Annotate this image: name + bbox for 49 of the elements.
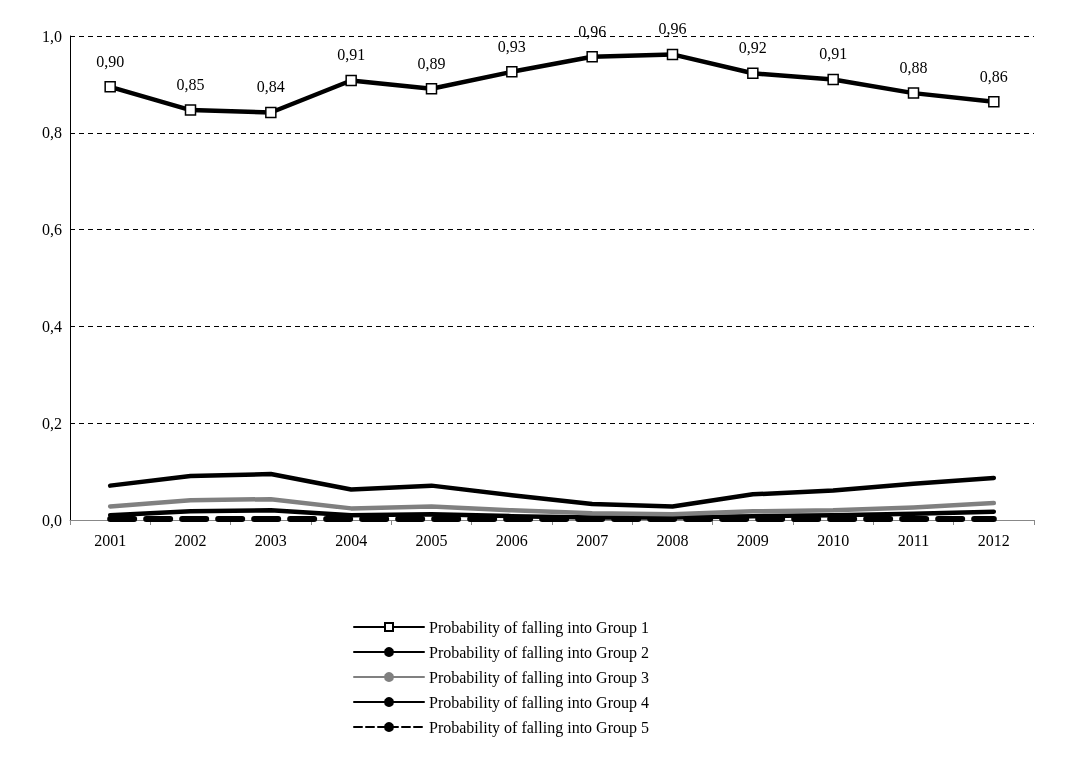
data-label: 0,89 <box>417 54 446 72</box>
y-tick-label: 1,0 <box>42 27 62 45</box>
legend-label: Probability of falling into Group 5 <box>429 718 649 737</box>
x-tick-label: 2003 <box>254 531 287 549</box>
legend-label: Probability of falling into Group 3 <box>429 668 649 687</box>
legend-label: Probability of falling into Group 4 <box>429 693 649 712</box>
point <box>104 81 116 93</box>
data-label: 0,85 <box>176 75 205 93</box>
data-label: 0,91 <box>337 46 366 64</box>
y-tick-label: 0,6 <box>42 221 62 239</box>
x-tick-label: 2011 <box>897 531 930 549</box>
point <box>265 106 277 119</box>
line-series <box>107 471 997 509</box>
x-tick-label: 2001 <box>94 531 127 549</box>
point <box>666 48 679 61</box>
data-label: 0,84 <box>256 78 285 96</box>
line-series <box>107 496 997 517</box>
line-series <box>107 508 997 520</box>
x-tick-label: 2002 <box>174 531 207 549</box>
x-tick-label: 2008 <box>656 531 689 549</box>
y-tick-label: 0,0 <box>42 511 62 529</box>
x-tick-label: 2007 <box>576 531 609 549</box>
point <box>345 74 357 87</box>
point <box>586 51 598 63</box>
x-tick-label: 2004 <box>335 531 368 549</box>
point <box>907 87 920 99</box>
data-label: 0,91 <box>819 45 848 63</box>
point <box>988 96 1000 108</box>
data-label: 0,86 <box>979 67 1008 85</box>
point <box>827 73 839 86</box>
y-tick-label: 0,2 <box>42 414 62 432</box>
legend-label: Probability of falling into Group 1 <box>429 618 649 637</box>
x-tick-label: 2009 <box>736 531 769 549</box>
point <box>747 67 759 80</box>
data-label: 0,96 <box>658 20 687 38</box>
data-label: 0,90 <box>96 52 125 70</box>
point <box>425 83 438 95</box>
data-label: 0,92 <box>738 39 767 57</box>
x-tick-label: 2005 <box>415 531 448 549</box>
data-label: 0,93 <box>497 37 526 55</box>
y-tick-label: 0,4 <box>42 317 62 335</box>
point <box>184 104 197 116</box>
x-tick-label: 2006 <box>495 531 528 549</box>
data-label: 0,88 <box>899 58 928 76</box>
x-tick-label: 2012 <box>977 531 1010 549</box>
x-tick-label: 2010 <box>817 531 850 549</box>
y-tick-label: 0,8 <box>42 124 62 142</box>
point <box>506 66 518 78</box>
legend-label: Probability of falling into Group 2 <box>429 643 649 662</box>
